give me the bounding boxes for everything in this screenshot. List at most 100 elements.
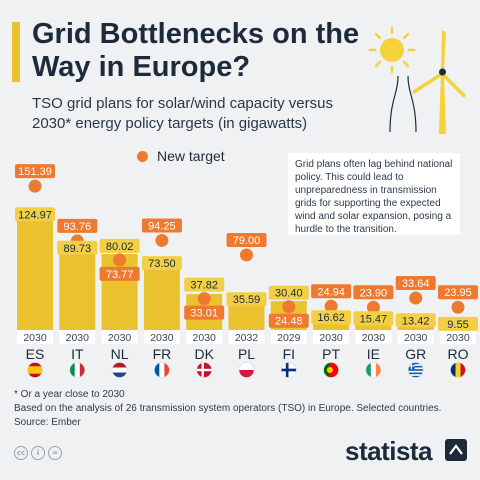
flag-ie-icon (365, 362, 382, 378)
flag-nl-icon (111, 362, 128, 378)
target-value-label: 33.64 (402, 278, 430, 290)
target-value-label-bg (226, 232, 267, 247)
bar-value-label: 16.62 (317, 312, 345, 324)
bar-chart: 2030 ES 124.97 151.39 2030 IT 89.73 93.76 2030 NL… (15, 164, 478, 378)
target-value-label-bg (184, 305, 225, 320)
footnote-basis: Based on the analysis of 26 transmission… (14, 403, 442, 414)
license-icons: cc i = (14, 446, 62, 460)
year-label: 2030 (319, 332, 343, 344)
bar-value-label: 13.42 (402, 315, 430, 327)
target-value-label-bg (57, 218, 98, 233)
year-label: 2029 (277, 332, 301, 344)
target-value-label: 73.77 (106, 269, 134, 281)
bar-value-label-bg (353, 311, 394, 326)
year-label: 2030 (404, 332, 428, 344)
power-cables-icon (389, 75, 417, 133)
footnote-source: Source: Ember (14, 417, 81, 428)
target-value-label-bg (141, 218, 182, 233)
flag-pl-icon (238, 362, 255, 378)
category-label: PL (238, 346, 255, 362)
target-value-label: 33.01 (190, 308, 218, 320)
target-marker-pt (324, 299, 338, 313)
target-value-label: 79.00 (233, 235, 261, 247)
target-marker-dk (197, 292, 211, 306)
bar-value-label: 9.55 (447, 319, 468, 331)
category-label: DK (194, 346, 214, 362)
target-value-label-bg (268, 313, 309, 328)
target-value-label-bg (438, 285, 478, 300)
category-label: ES (26, 346, 45, 362)
flag-dk-icon (196, 362, 212, 378)
bar-value-label: 15.47 (360, 313, 388, 325)
category-label: FR (153, 346, 172, 362)
flag-it-icon (69, 362, 86, 378)
year-cell-bg (440, 330, 476, 344)
bar-value-label-bg (141, 256, 182, 271)
target-value-label: 151.39 (18, 166, 52, 178)
category-label: IT (71, 346, 84, 362)
statista-logo-icon (445, 439, 467, 461)
year-label: 2030 (193, 332, 217, 344)
flag-pt-icon (323, 362, 339, 378)
bar-value-label-bg (395, 313, 436, 328)
year-label: 2030 (66, 332, 90, 344)
target-marker-pl (240, 248, 253, 262)
target-value-label: 24.48 (275, 316, 303, 328)
target-marker-ie (366, 300, 380, 314)
target-value-label-bg (99, 266, 140, 281)
target-marker-fi (282, 300, 296, 314)
target-value-label: 94.25 (148, 220, 176, 232)
target-value-label-bg (395, 276, 436, 291)
flag-es-icon (27, 362, 43, 378)
target-marker-nl (113, 253, 127, 267)
title-accent-bar (12, 22, 20, 82)
target-value-label-bg (311, 284, 352, 299)
bar-value-label-bg (268, 285, 309, 300)
year-cell-bg (397, 330, 434, 344)
target-marker-es (28, 179, 42, 193)
bar-value-label: 73.50 (148, 258, 176, 270)
category-label: GR (405, 346, 426, 362)
footnote-asterisk: * Or a year close to 2030 (14, 389, 125, 400)
bar-value-label-bg (311, 310, 352, 325)
chart-legend: New target (137, 148, 225, 164)
year-cell-bg (186, 330, 223, 344)
year-label: 2030 (362, 332, 386, 344)
year-label: 2030 (23, 332, 47, 344)
legend-target-label: New target (157, 148, 225, 164)
bar-value-label-bg (184, 277, 225, 292)
target-value-label: 23.90 (360, 287, 388, 299)
target-value-label: 23.95 (444, 287, 472, 299)
target-value-label-bg (15, 164, 55, 179)
bar-value-label: 30.40 (275, 288, 303, 300)
year-label: 2032 (235, 332, 259, 344)
bar-value-label-bg (15, 207, 55, 222)
year-label: 2030 (150, 332, 174, 344)
bar-value-label-bg (226, 292, 267, 307)
bar-value-label: 89.73 (64, 243, 92, 255)
bar-value-label: 37.82 (190, 280, 218, 292)
target-marker-gr (409, 291, 423, 305)
year-cell-bg (270, 330, 307, 344)
category-label: RO (448, 346, 469, 362)
category-label: IE (367, 346, 380, 362)
year-cell-bg (355, 330, 392, 344)
statista-logo: statista (345, 436, 433, 466)
wind-turbine-icon (412, 30, 466, 134)
bar-it (59, 244, 96, 330)
year-cell-bg (17, 330, 53, 344)
bar-nl (101, 253, 138, 330)
legend-target-marker (137, 150, 148, 162)
category-label: NL (111, 346, 129, 362)
category-label: PT (322, 346, 340, 362)
bar-value-label-bg (99, 238, 140, 253)
bar-es (17, 211, 53, 330)
year-cell-bg (228, 330, 265, 344)
bar-value-label-bg (57, 240, 98, 255)
annotation-box: Grid plans often lag behind national pol… (288, 153, 460, 235)
bar-value-label: 124.97 (18, 209, 52, 221)
year-label: 2030 (446, 332, 470, 344)
year-cell-bg (59, 330, 96, 344)
attribution-icon: i (31, 446, 45, 460)
page-subtitle: TSO grid plans for solar/wind capacity v… (32, 95, 333, 132)
